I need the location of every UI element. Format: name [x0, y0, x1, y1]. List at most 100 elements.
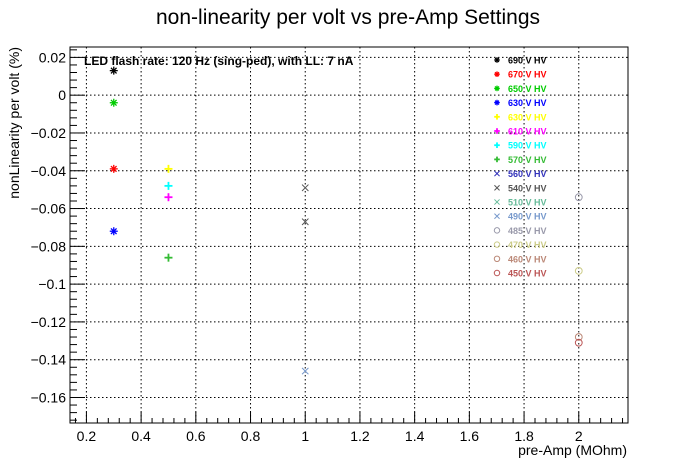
legend-marker	[493, 227, 501, 234]
marker-stroke	[110, 99, 118, 106]
data-point	[574, 193, 583, 202]
y-tick-label: −0.12	[31, 314, 67, 330]
y-tick-label: −0.1	[38, 276, 66, 292]
y-tick-label: −0.06	[31, 201, 67, 217]
legend-marker	[494, 142, 500, 148]
marker-stroke	[301, 218, 309, 226]
marker-stroke	[493, 241, 501, 248]
y-tick-label: −0.14	[31, 352, 67, 368]
legend-label: 510 V HV	[508, 198, 547, 208]
marker-stroke	[494, 85, 500, 91]
data-points	[109, 66, 583, 375]
legend-label: 630 V HV	[508, 98, 547, 108]
x-tick-label: 1.2	[350, 428, 370, 444]
y-tick-label: −0.08	[31, 238, 67, 254]
legend-marker	[494, 128, 500, 134]
marker-stroke	[110, 67, 118, 74]
legend-marker	[494, 213, 500, 220]
axis-ticks	[70, 49, 624, 423]
legend-marker	[494, 57, 500, 63]
x-tick-label: 1.6	[460, 428, 480, 444]
marker-stroke	[574, 338, 583, 347]
marker-stroke	[493, 269, 501, 277]
legend-label: 540 V HV	[508, 183, 547, 193]
chart-title: non-linearity per volt vs pre-Amp Settin…	[156, 6, 540, 29]
y-axis-title: nonLinearity per volt (%)	[6, 47, 22, 199]
data-point	[164, 193, 173, 202]
y-tick-label: −0.16	[31, 389, 67, 405]
marker-stroke	[301, 184, 309, 192]
x-axis-title: pre-Amp (MOhm)	[518, 442, 627, 458]
chart-annotation: LED flash rate: 120 Hz (sing-ped), with …	[84, 54, 354, 68]
legend-marker	[493, 241, 501, 248]
marker-stroke	[494, 199, 500, 205]
y-tick-labels: 0.02 0 −0.02 −0.04 −0.06 −0.08 −0.1 −0.12 −0.14 −…	[31, 49, 67, 405]
data-point	[301, 218, 309, 226]
y-tick-label: −0.02	[31, 125, 67, 141]
data-point	[574, 266, 583, 275]
legend-marker	[494, 199, 500, 205]
legend-label: 670 V HV	[508, 70, 547, 80]
legend-label: 490 V HV	[508, 212, 547, 222]
legend-label: 630 V HV	[508, 112, 547, 122]
y-tick-label: 0.02	[39, 49, 66, 65]
marker-stroke	[493, 255, 501, 263]
legend-marker	[494, 170, 500, 177]
legend-label: 560 V HV	[508, 169, 547, 179]
legend-label: 485 V HV	[508, 226, 547, 236]
legend-marker	[493, 255, 501, 263]
marker-stroke	[301, 367, 309, 375]
legend-label: 610 V HV	[508, 127, 547, 137]
data-point	[164, 181, 173, 190]
marker-stroke	[494, 213, 500, 220]
data-point	[574, 338, 583, 347]
data-point	[164, 253, 173, 262]
marker-stroke	[494, 100, 500, 106]
legend-marker	[494, 114, 500, 120]
legend: 690 V HV 670 V HV 650 V HV 630 V HV 630 V HV…	[493, 56, 547, 279]
marker-stroke	[494, 184, 500, 191]
marker-stroke	[574, 193, 583, 202]
legend-marker	[493, 269, 501, 277]
marker-stroke	[110, 165, 118, 173]
data-point	[109, 66, 118, 75]
y-tick-label: 0	[58, 87, 66, 103]
legend-marker	[494, 156, 500, 163]
y-tick-label: −0.04	[31, 163, 67, 179]
x-tick-label: 0.6	[186, 428, 206, 444]
marker-stroke	[574, 266, 583, 275]
grid-lines	[70, 47, 628, 423]
data-point	[574, 333, 583, 341]
legend-label: 690 V HV	[508, 56, 547, 66]
marker-stroke	[494, 71, 500, 77]
legend-marker	[494, 71, 500, 77]
legend-label: 570 V HV	[508, 155, 547, 165]
legend-label: 450 V HV	[508, 269, 547, 279]
x-tick-label: 1	[301, 428, 309, 444]
legend-label: 460 V HV	[508, 254, 547, 264]
data-point	[109, 164, 118, 173]
legend-marker	[494, 99, 500, 106]
x-tick-label: 1.8	[514, 428, 534, 444]
legend-marker	[494, 85, 500, 92]
x-tick-label: 0.2	[77, 428, 97, 444]
data-point	[109, 227, 118, 236]
legend-label: 590 V HV	[508, 141, 547, 151]
x-tick-label: 2	[575, 428, 583, 444]
marker-stroke	[494, 170, 500, 177]
marker-stroke	[110, 227, 118, 235]
x-tick-label: 0.4	[131, 428, 151, 444]
x-tick-labels: 0.2 0.4 0.6 0.8 1 1.2 1.4 1.6 1.8 2	[77, 428, 583, 444]
marker-stroke	[494, 57, 500, 63]
legend-label: 650 V HV	[508, 84, 547, 94]
data-point	[109, 98, 118, 107]
data-point	[301, 367, 309, 375]
data-point	[301, 184, 309, 192]
x-tick-label: 1.4	[405, 428, 425, 444]
marker-stroke	[493, 227, 501, 234]
legend-label: 470 V HV	[508, 240, 547, 250]
legend-marker	[494, 184, 500, 191]
data-point	[164, 164, 173, 173]
